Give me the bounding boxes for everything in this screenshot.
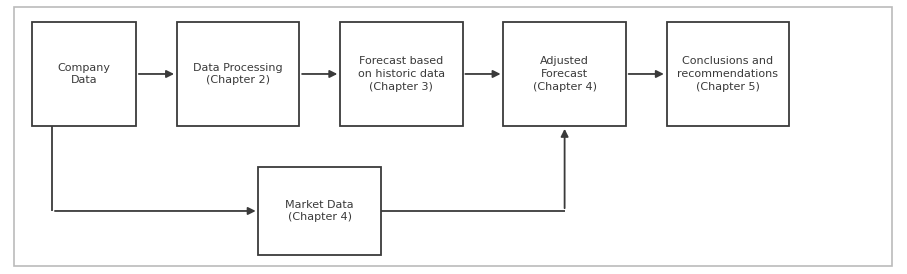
FancyBboxPatch shape xyxy=(258,167,381,255)
FancyBboxPatch shape xyxy=(32,22,136,126)
Text: Conclusions and
recommendations
(Chapter 5): Conclusions and recommendations (Chapter… xyxy=(678,56,778,92)
FancyBboxPatch shape xyxy=(667,22,789,126)
FancyBboxPatch shape xyxy=(503,22,626,126)
FancyBboxPatch shape xyxy=(177,22,299,126)
Text: Company
Data: Company Data xyxy=(57,62,111,85)
Text: Data Processing
(Chapter 2): Data Processing (Chapter 2) xyxy=(193,62,283,85)
Text: Adjusted
Forecast
(Chapter 4): Adjusted Forecast (Chapter 4) xyxy=(532,56,597,92)
FancyBboxPatch shape xyxy=(340,22,463,126)
Text: Forecast based
on historic data
(Chapter 3): Forecast based on historic data (Chapter… xyxy=(357,56,445,92)
Text: Market Data
(Chapter 4): Market Data (Chapter 4) xyxy=(286,199,354,222)
